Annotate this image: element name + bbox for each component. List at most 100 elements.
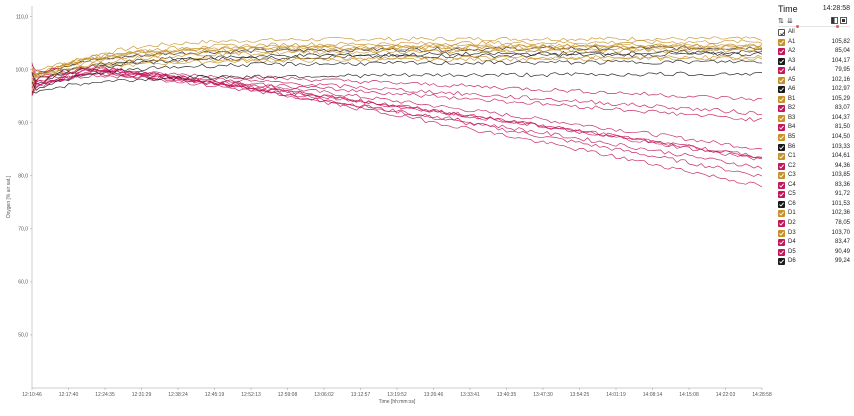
legend-row-d1[interactable]: D1 102,36 <box>778 209 850 218</box>
legend-row-c1[interactable]: C1 104,61 <box>778 152 850 161</box>
x-tick-label: 12:38:24 <box>168 392 188 398</box>
legend-row-b3[interactable]: B3 104,37 <box>778 114 850 123</box>
series-line-D1 <box>31 54 763 76</box>
checkbox-icon[interactable] <box>778 181 785 189</box>
legend-label: A4 <box>788 67 796 74</box>
legend-value: 91,72 <box>834 191 850 198</box>
checkbox-icon[interactable] <box>778 48 785 56</box>
legend-value: 90,49 <box>834 248 850 255</box>
checkbox-icon[interactable] <box>778 105 785 113</box>
legend-label: D5 <box>788 248 796 255</box>
legend-row-a2[interactable]: A2 85,04 <box>778 47 850 56</box>
checkbox-icon[interactable] <box>778 67 785 75</box>
legend-row-c2[interactable]: C2 94,36 <box>778 162 850 171</box>
checkbox-icon[interactable] <box>778 191 785 199</box>
legend-value: 83,47 <box>834 239 850 246</box>
checkbox-icon[interactable] <box>778 76 785 84</box>
legend-value: 83,36 <box>834 181 850 188</box>
x-tick-label: 12:52:13 <box>241 392 261 398</box>
legend-row-d2[interactable]: D2 78,05 <box>778 219 850 228</box>
legend-row-a5[interactable]: A5 102,16 <box>778 76 850 85</box>
legend-row-c3[interactable]: C3 103,85 <box>778 171 850 180</box>
legend-row-d5[interactable]: D5 90,49 <box>778 248 850 257</box>
sort-ascending-icon[interactable]: ⇅ <box>778 18 784 25</box>
legend-label: D6 <box>788 258 796 265</box>
series-line-A4 <box>31 67 763 177</box>
legend-label: C1 <box>788 153 796 160</box>
legend-value: 104,50 <box>831 134 850 140</box>
checkbox-icon[interactable] <box>778 248 785 256</box>
series-line-B5 <box>31 43 763 78</box>
checkbox-icon[interactable] <box>778 210 785 218</box>
checkbox-icon[interactable] <box>778 57 785 65</box>
legend-row-c4[interactable]: C4 83,36 <box>778 181 850 190</box>
legend-label: B6 <box>788 143 796 150</box>
legend-row-a3[interactable]: A3 104,17 <box>778 57 850 66</box>
export-icon[interactable] <box>840 17 847 27</box>
legend-value: 103,70 <box>831 229 850 236</box>
y-tick-label: 110,0 <box>16 14 28 20</box>
legend-label: C2 <box>788 162 796 169</box>
checkbox-icon[interactable] <box>778 114 785 122</box>
legend-row-b6[interactable]: B6 103,33 <box>778 143 850 152</box>
checkbox-icon[interactable] <box>778 258 785 266</box>
time-slider-start-handle[interactable] <box>796 25 799 28</box>
legend-row-a4[interactable]: A4 79,95 <box>778 66 850 75</box>
legend-row-c5[interactable]: C5 91,72 <box>778 190 850 199</box>
checkbox-icon[interactable] <box>778 86 785 94</box>
legend-row-b2[interactable]: B2 83,07 <box>778 104 850 113</box>
y-tick-label: 70,0 <box>18 227 28 233</box>
legend-value: 81,50 <box>834 124 850 131</box>
series-line-C5 <box>31 72 763 116</box>
checkbox-icon[interactable] <box>778 143 785 151</box>
checkbox-icon[interactable] <box>778 29 785 36</box>
checkbox-icon[interactable] <box>778 124 785 132</box>
sort-descending-icon[interactable]: ⇊ <box>787 18 793 25</box>
legend-row-d3[interactable]: D3 103,70 <box>778 229 850 238</box>
chart-area[interactable]: 50,0 60,0 70,0 80,0 90,0 100,0 110,0 12:10:46 12… <box>0 0 772 416</box>
oxygen-chart[interactable]: 50,0 60,0 70,0 80,0 90,0 100,0 110,0 12:10:46 12… <box>0 0 772 416</box>
legend-label: C3 <box>788 172 796 179</box>
series-line-C2 <box>31 70 763 102</box>
legend-row-b4[interactable]: B4 81,50 <box>778 123 850 132</box>
legend-value: 105,82 <box>831 38 850 45</box>
y-tick-label: 60,0 <box>18 280 28 286</box>
time-slider-track[interactable] <box>778 26 850 27</box>
legend-value: 99,24 <box>834 258 850 265</box>
legend-row-d4[interactable]: D4 83,47 <box>778 238 850 247</box>
checkbox-icon[interactable] <box>778 200 785 208</box>
checkbox-icon[interactable] <box>778 95 785 103</box>
legend-label: B2 <box>788 105 796 112</box>
legend-value: 104,61 <box>831 153 850 160</box>
checkbox-icon[interactable] <box>778 38 785 46</box>
legend-row-d6[interactable]: D6 99,24 <box>778 257 850 266</box>
legend-row-c6[interactable]: C6 101,53 <box>778 200 850 209</box>
x-tick-label: 13:33:41 <box>460 392 480 398</box>
checkbox-icon[interactable] <box>778 153 785 161</box>
legend-row-b5[interactable]: B5 104,50 <box>778 133 850 142</box>
checkbox-icon[interactable] <box>778 239 785 247</box>
checkbox-icon[interactable] <box>778 172 785 180</box>
time-slider-end-handle[interactable] <box>836 25 839 28</box>
checkbox-icon[interactable] <box>778 162 785 170</box>
legend-label: C5 <box>788 191 796 198</box>
legend-row-a1[interactable]: A1 105,82 <box>778 38 850 47</box>
legend-row-all[interactable]: All <box>778 28 850 37</box>
series-line-C1 <box>31 43 763 85</box>
panel-toggle-icon[interactable] <box>831 17 838 27</box>
legend-label: All <box>788 29 795 35</box>
checkbox-icon[interactable] <box>778 219 785 227</box>
checkbox-icon[interactable] <box>778 229 785 237</box>
checkbox-icon[interactable] <box>778 134 785 141</box>
x-tick-label: 12:31:29 <box>132 392 152 398</box>
series-line-A1 <box>31 36 763 82</box>
legend-label: B3 <box>788 114 796 121</box>
y-tick-label: 100,0 <box>15 67 28 73</box>
x-tick-label: 13:06:02 <box>314 392 334 398</box>
legend-header: Time 14:28:58 <box>778 4 850 16</box>
legend-row-a6[interactable]: A6 102,97 <box>778 85 850 94</box>
legend-label: C4 <box>788 181 796 188</box>
legend-value: 101,53 <box>831 200 850 207</box>
legend-row-b1[interactable]: B1 105,29 <box>778 95 850 104</box>
x-tick-label: 14:08:14 <box>643 392 663 398</box>
